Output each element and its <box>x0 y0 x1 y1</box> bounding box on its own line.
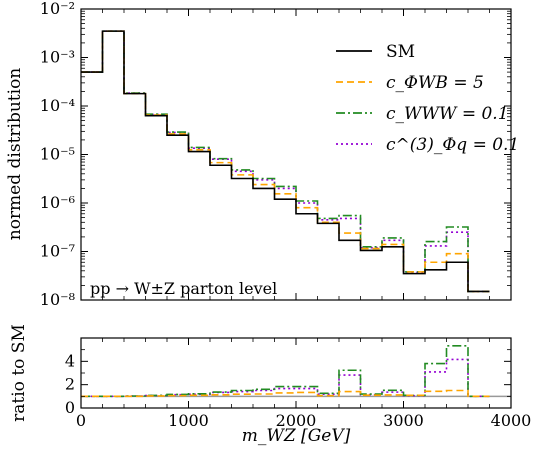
ratio-y-axis-label: ratio to SM <box>9 324 29 422</box>
series-line-top-2 <box>81 30 490 293</box>
ratio-y-ticks: 0 2 4 <box>65 337 511 417</box>
top-y-tick-label: 10⁻⁴ <box>40 96 75 115</box>
x-axis-label: m_WZ [GeV] <box>242 426 351 446</box>
top-y-tick-label: 10⁻⁸ <box>40 290 75 309</box>
top-y-tick-label: 10⁻² <box>40 0 75 18</box>
top-y-tick-label: 10⁻⁷ <box>40 242 75 261</box>
top-y-tick-label: 10⁻⁵ <box>40 145 75 164</box>
ratio-y-tick-label: 4 <box>65 351 75 370</box>
series-line-top-1 <box>81 30 490 293</box>
ratio-series-group <box>81 344 490 398</box>
legend-label-1: c_ΦWB = 5 <box>386 73 484 93</box>
ratio-y-tick-label: 0 <box>65 398 75 417</box>
top-y-tick-label: 10⁻³ <box>40 48 75 67</box>
x-tick-label: 1000 <box>168 411 209 430</box>
legend: SM c_ΦWB = 5 c_WWW = 0.1 c^(3)_Φq = 0.1 <box>336 42 519 155</box>
legend-label-3: c^(3)_Φq = 0.1 <box>386 135 519 155</box>
x-tick-label: 0 <box>76 411 86 430</box>
top-plot-frame <box>80 8 512 301</box>
series-line-ratio-2 <box>81 344 490 398</box>
ratio-x-ticks: 0 1000 2000 3000 4000 <box>76 338 531 430</box>
ratio-panel: 024 0 1000 2000 3000 4000 ratio to SM m_WZ [… <box>9 324 531 446</box>
process-annotation: pp → W±Z parton level <box>90 279 277 298</box>
ratio-plot-frame <box>80 337 512 409</box>
x-tick-label: 4000 <box>491 411 532 430</box>
top-series-group <box>81 30 490 293</box>
top-y-tick-label: 10⁻⁶ <box>40 193 75 212</box>
series-line-top-0 <box>81 30 490 293</box>
x-tick-label: 3000 <box>383 411 424 430</box>
top-y-ticks: 10⁻⁸ 10⁻⁷ 10⁻⁶ 10⁻⁵ 10⁻⁴ 10⁻³ 10⁻² <box>40 0 511 309</box>
x-tick-label: 2000 <box>276 411 317 430</box>
legend-label-2: c_WWW = 0.1 <box>386 104 509 124</box>
top-y-axis-label: normed distribution <box>5 68 25 241</box>
series-line-top-3 <box>81 30 490 293</box>
legend-label-0: SM <box>386 42 415 62</box>
top-panel: 10⁻⁸ 10⁻⁷ 10⁻⁶ 10⁻⁵ 10⁻⁴ 10⁻³ 10⁻² normed dist… <box>5 0 519 309</box>
ratio-y-tick-label: 2 <box>65 375 75 394</box>
